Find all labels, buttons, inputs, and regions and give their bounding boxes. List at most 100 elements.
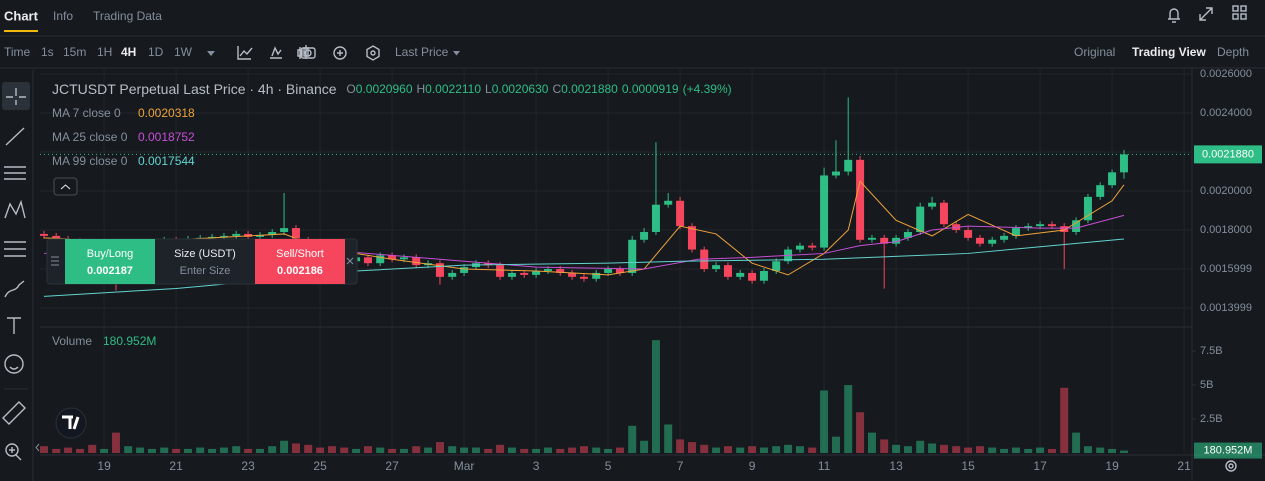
candle-body: [568, 272, 577, 277]
candle-body: [1060, 226, 1069, 232]
candle-body: [507, 272, 516, 277]
x-tick-label: 9: [749, 459, 756, 473]
candle-body: [820, 175, 829, 248]
volume-bar: [460, 447, 469, 453]
candle-body: [628, 239, 637, 273]
readout-key: H: [417, 82, 426, 96]
volume-bar: [484, 448, 493, 453]
price-type-select[interactable]: Last Price: [395, 45, 449, 59]
volume-value: 180.952M: [103, 334, 156, 348]
volume-bar: [723, 446, 732, 453]
volume-bar: [52, 448, 61, 453]
tab[interactable]: Chart: [4, 8, 39, 23]
settings-icon[interactable]: [366, 45, 380, 61]
candle-icon[interactable]: [297, 45, 309, 59]
expand-icon[interactable]: [1199, 7, 1213, 21]
interval-button[interactable]: 1s: [41, 45, 54, 59]
x-tick-label: 5: [605, 459, 612, 473]
text-tool[interactable]: [7, 317, 21, 334]
volume-bar: [219, 447, 228, 453]
candle-body: [795, 245, 804, 250]
volume-bar: [280, 440, 289, 453]
candle-body: [291, 228, 300, 240]
x-tick-label: 23: [241, 459, 255, 473]
x-tick-label: 7: [677, 459, 684, 473]
volume-bar: [208, 448, 217, 453]
volume-bar: [124, 446, 133, 453]
volume-bar: [556, 448, 565, 453]
pattern-tool[interactable]: [4, 199, 26, 219]
interval-button[interactable]: 1D: [148, 45, 164, 59]
last-price-label: 0.0021880: [1202, 148, 1254, 160]
collapse-toolbar[interactable]: [35, 443, 40, 452]
axis-settings[interactable]: [1225, 460, 1237, 472]
volume-bar: [88, 444, 97, 453]
candle-body: [363, 257, 372, 264]
brush-tool[interactable]: [4, 280, 25, 298]
bell-icon[interactable]: [1168, 8, 1180, 23]
readout-value: 0.0020960: [356, 82, 413, 96]
volume-bar: [388, 448, 397, 453]
horizontal-line-tool[interactable]: [4, 166, 26, 180]
volume-bar: [700, 444, 709, 453]
x-tick-label: 19: [97, 459, 111, 473]
volume-bar: [1047, 448, 1056, 453]
view-button[interactable]: Depth: [1217, 45, 1249, 59]
interval-button[interactable]: 1W: [174, 45, 193, 59]
indicator-icon[interactable]: [270, 46, 282, 59]
interval-button[interactable]: 15m: [63, 45, 86, 59]
drag-handle[interactable]: [51, 256, 59, 266]
interval-button-active[interactable]: 4H: [121, 45, 136, 59]
candle-body: [1072, 220, 1081, 232]
volume-bar: [820, 390, 829, 453]
layout-icon[interactable]: [1232, 5, 1247, 20]
trendline-tool[interactable]: [5, 127, 25, 146]
volume-bar: [304, 444, 313, 453]
volume-bar: [136, 447, 145, 453]
add-icon[interactable]: [333, 46, 347, 60]
drawing-toolbar: [2, 70, 40, 481]
candle-body: [687, 226, 696, 250]
volume-bar: [687, 442, 696, 453]
volume-bar: [772, 446, 781, 453]
candle-body: [808, 245, 817, 248]
volume-bar: [916, 440, 925, 453]
volume-bar: [183, 448, 192, 453]
size-input[interactable]: Enter Size: [180, 265, 231, 277]
crosshair-tool[interactable]: [6, 88, 26, 105]
fib-tool[interactable]: [4, 241, 26, 257]
buy-label: Buy/Long: [87, 248, 133, 260]
interval-dropdown[interactable]: [207, 51, 215, 56]
ruler-tool[interactable]: [2, 401, 26, 425]
last-volume-box: [1194, 442, 1262, 459]
candle-body: [219, 235, 228, 237]
volume-bar: [532, 448, 541, 453]
emoji-tool[interactable]: [4, 354, 24, 374]
volume-tick-label: 5B: [1200, 379, 1213, 391]
collapse-legend[interactable]: [53, 177, 78, 196]
view-button[interactable]: Original: [1074, 45, 1115, 59]
tab[interactable]: Trading Data: [93, 9, 162, 23]
interval-button[interactable]: 1H: [97, 45, 112, 59]
buy-button[interactable]: [65, 239, 155, 284]
chart-type-icon[interactable]: [237, 46, 253, 60]
candle-body: [831, 171, 840, 176]
x-tick-label: 19: [1105, 459, 1119, 473]
price-type-dropdown[interactable]: [453, 51, 460, 56]
volume-bar: [736, 447, 745, 453]
volume-bar: [856, 412, 865, 453]
volume-bar: [424, 447, 433, 453]
volume-bar: [1024, 448, 1033, 453]
sell-button[interactable]: [255, 239, 345, 284]
readout-value: 0.0022110: [425, 82, 481, 96]
sell-label: Sell/Short: [276, 248, 324, 260]
tab[interactable]: Info: [53, 9, 73, 23]
candle-body: [712, 265, 721, 270]
candle-body: [448, 272, 457, 277]
candle-body: [255, 234, 264, 237]
camera-icon[interactable]: [300, 47, 316, 59]
zoom-tool[interactable]: [5, 443, 22, 461]
view-button-active[interactable]: Trading View: [1132, 45, 1206, 59]
close-panel[interactable]: [346, 257, 354, 265]
volume-bar: [39, 446, 48, 453]
